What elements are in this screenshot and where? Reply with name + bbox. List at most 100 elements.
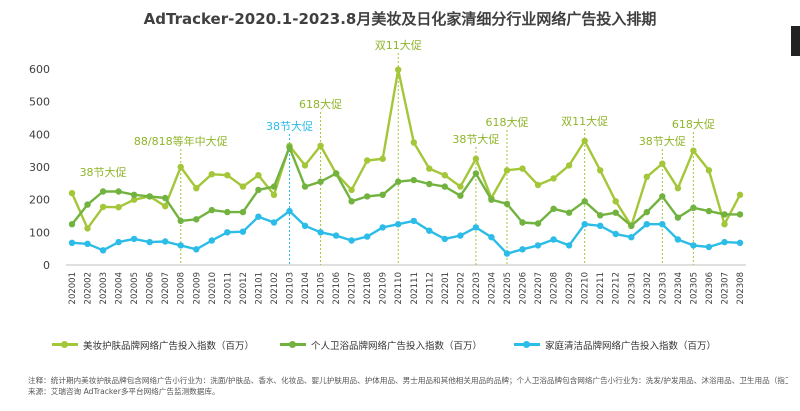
x-tick-label: 202302 (643, 272, 653, 304)
y-tick-label: 100 (29, 226, 50, 239)
data-point (674, 214, 682, 221)
x-tick-label: 202008 (177, 272, 187, 304)
data-point (410, 217, 417, 225)
data-point (379, 224, 386, 231)
data-point (612, 209, 619, 216)
data-point (690, 204, 697, 211)
data-point (364, 157, 371, 164)
series-line-0 (70, 68, 742, 230)
annotation-label: 38节大促 (80, 165, 127, 179)
x-tick-label: 202104 (301, 272, 311, 304)
data-point (255, 213, 262, 220)
data-point (597, 212, 604, 219)
x-tick-label: 202103 (285, 272, 295, 304)
x-tick-label: 202002 (84, 272, 94, 304)
data-point (503, 200, 511, 208)
data-point (488, 234, 495, 241)
data-point (239, 208, 247, 216)
x-tick-label: 202202 (456, 272, 466, 304)
data-point (193, 185, 200, 192)
x-tick-label: 202005 (130, 272, 140, 304)
line-chart: 0 100 200 300 400 500 600 202001 202002 202003 202… (29, 38, 746, 304)
data-point (255, 186, 262, 194)
data-point (519, 219, 526, 226)
data-point (348, 237, 355, 244)
data-point (68, 189, 76, 197)
data-point (581, 221, 588, 228)
data-point (441, 235, 448, 243)
data-point (99, 203, 107, 211)
data-point (68, 221, 76, 228)
data-point (270, 191, 278, 198)
data-point (130, 196, 138, 203)
legend-marker (289, 340, 296, 348)
data-point (612, 230, 619, 238)
data-point (410, 139, 417, 146)
data-point (208, 206, 215, 214)
data-point (115, 188, 122, 195)
data-point (674, 236, 682, 243)
x-tick-label: 202112 (425, 272, 435, 304)
x-tick-label: 202110 (394, 272, 404, 304)
data-point (317, 142, 324, 149)
data-point (395, 66, 402, 73)
data-point (115, 204, 122, 211)
data-point (426, 180, 433, 188)
data-point (705, 167, 713, 174)
x-tick-label: 202211 (596, 272, 606, 304)
legend-label: 美妆护肤品牌网络广告投入指数（百万） (83, 341, 255, 352)
data-point (84, 225, 91, 232)
x-tick-label: 202305 (689, 272, 699, 304)
legend-label: 个人卫浴品牌网络广告投入指数（百万） (311, 341, 483, 352)
data-point (301, 222, 309, 229)
data-point (690, 147, 697, 154)
footnote-source: 来源：艾瑞咨询 AdTracker多平台网络广告监测数据库。 (28, 387, 220, 396)
x-tick-label: 202209 (565, 272, 575, 304)
data-point (503, 250, 511, 257)
data-point (674, 185, 682, 192)
data-point (177, 242, 184, 249)
data-point (84, 240, 91, 247)
data-point (162, 238, 169, 245)
annotation-label: 38节大促 (639, 134, 686, 148)
footnotes: 注释：统计期内美妆护肤品牌包含网络广告小行业为：洗面/护肤品、香水、化妆品、婴儿… (28, 375, 788, 397)
x-tick-label: 202009 (192, 272, 202, 304)
x-tick-label: 202212 (612, 272, 622, 304)
data-point (534, 242, 542, 249)
annotation-guides (180, 53, 694, 265)
data-point (348, 186, 355, 194)
data-point (581, 137, 588, 145)
x-tick-label: 202304 (674, 272, 684, 304)
data-point (643, 208, 650, 216)
data-point (565, 162, 573, 169)
data-point (193, 216, 200, 223)
x-tick-label: 202201 (441, 272, 451, 304)
data-point (348, 198, 355, 205)
x-tick-label: 202006 (146, 272, 156, 304)
data-point (488, 196, 495, 203)
data-point (255, 172, 262, 179)
x-tick-label: 202308 (736, 272, 746, 304)
decorative-bar (791, 26, 800, 56)
y-tick-label: 400 (29, 128, 50, 141)
x-tick-label: 202111 (410, 272, 420, 304)
data-point (162, 194, 169, 202)
data-point (659, 221, 666, 228)
data-point (115, 238, 122, 246)
x-tick-label: 202106 (332, 272, 342, 304)
x-tick-label: 202206 (519, 272, 529, 304)
data-point (239, 228, 247, 235)
data-point (239, 183, 247, 190)
data-point (721, 238, 728, 246)
data-point (659, 160, 666, 167)
y-tick-label: 600 (29, 63, 50, 76)
x-tick-label: 202108 (363, 272, 373, 304)
data-point (643, 221, 650, 228)
x-tick-label: 202109 (379, 272, 389, 304)
x-tick-label: 202306 (705, 272, 715, 304)
data-point (705, 243, 713, 251)
data-point (317, 178, 324, 185)
data-point (457, 183, 464, 190)
data-point (597, 167, 604, 174)
x-tick-label: 202007 (161, 272, 171, 304)
